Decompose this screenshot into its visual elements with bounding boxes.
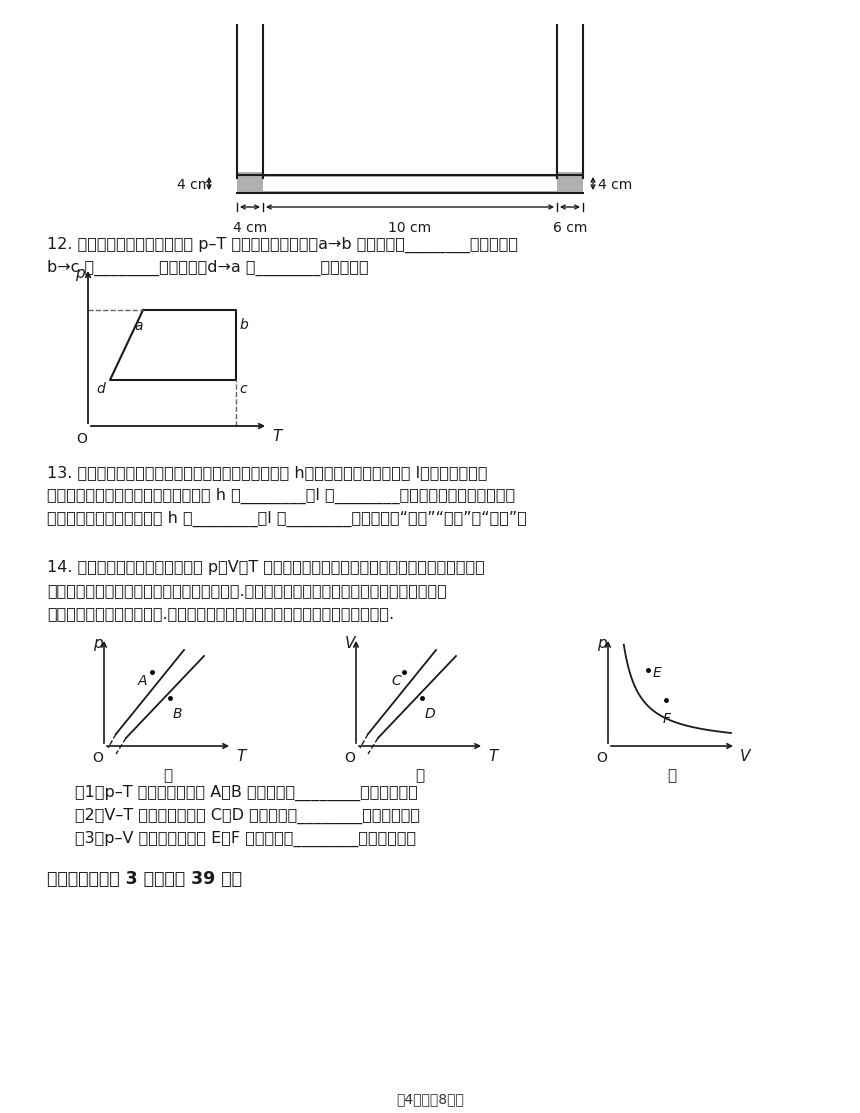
Text: T: T xyxy=(236,749,245,764)
Text: c: c xyxy=(239,382,247,396)
Text: 14. 对于一定质量的理想气体，以 p、V、T 三个状态参量中的两个为坐标轴建立直角坐标系，在: 14. 对于一定质量的理想气体，以 p、V、T 三个状态参量中的两个为坐标轴建立… xyxy=(47,560,485,575)
Text: E: E xyxy=(653,666,661,680)
Text: p: p xyxy=(75,266,84,280)
Text: T: T xyxy=(272,429,281,444)
Text: （2）V–T 图象（图乙）中 C、D 两个状态，________状态压强小；: （2）V–T 图象（图乙）中 C、D 两个状态，________状态压强小； xyxy=(75,808,420,825)
Text: B: B xyxy=(173,707,182,721)
Text: 甲: 甲 xyxy=(163,768,173,784)
Bar xyxy=(237,173,263,175)
Text: F: F xyxy=(663,712,671,726)
Text: 4 cm: 4 cm xyxy=(233,221,267,235)
Text: O: O xyxy=(344,751,355,765)
Text: d: d xyxy=(96,382,105,396)
Text: b→c 是________变化过程，d→a 是________变化过程。: b→c 是________变化过程，d→a 是________变化过程。 xyxy=(47,260,369,276)
Text: 丙: 丙 xyxy=(667,768,677,784)
Text: 第4页（八8页）: 第4页（八8页） xyxy=(396,1092,464,1106)
Text: 转一点而保持露出液面的管长不变，则 h 将________，l 将________；若将玻璃管偏转一点而保: 转一点而保持露出液面的管长不变，则 h 将________，l 将_______… xyxy=(47,487,515,504)
Bar xyxy=(263,177,557,191)
Text: （3）p–V 图象（图丙）中 E、F 两个状态，________状态温度低。: （3）p–V 图象（图丙）中 E、F 两个状态，________状态温度低。 xyxy=(75,831,416,847)
Text: C: C xyxy=(391,674,401,688)
Text: 4 cm: 4 cm xyxy=(598,178,632,193)
Text: 持露出液面的高度不变，则 h 将________，l 将________。（均选填“变大”“变小”或“不变”）: 持露出液面的高度不变，则 h 将________，l 将________。（均选… xyxy=(47,511,527,528)
Text: 10 cm: 10 cm xyxy=(389,221,432,235)
Text: O: O xyxy=(76,432,87,446)
Text: 6 cm: 6 cm xyxy=(553,221,587,235)
Text: A: A xyxy=(138,674,148,688)
Text: 13. 一玻璃管竖直插在液体中，管内液面比管外液面高 h，顶端封闭空气柱长度为 l，若将玻璃管偏: 13. 一玻璃管竖直插在液体中，管内液面比管外液面高 h，顶端封闭空气柱长度为 … xyxy=(47,465,488,480)
Text: D: D xyxy=(425,707,436,721)
Text: V: V xyxy=(345,636,355,651)
Text: p: p xyxy=(597,636,606,651)
Bar xyxy=(557,173,583,175)
Text: 三、解答题（八 3 小题；八 39 分）: 三、解答题（八 3 小题；八 39 分） xyxy=(47,870,242,888)
Text: 乙: 乙 xyxy=(415,768,425,784)
Text: 4 cm: 4 cm xyxy=(177,178,212,193)
Text: 量某种理想气体的两个状态.根据坐标系中不同点的位置来比较第三个参量的大小.: 量某种理想气体的两个状态.根据坐标系中不同点的位置来比较第三个参量的大小. xyxy=(47,605,394,621)
Bar xyxy=(237,175,583,193)
Text: 坐标系上描点能直观地表示这两个参量的数値.如图所示，三个坐标系中，两个点都表示相同质: 坐标系上描点能直观地表示这两个参量的数値.如图所示，三个坐标系中，两个点都表示相… xyxy=(47,583,446,598)
Text: （1）p–T 图象（图甲）中 A、B 两个状态，________状态体积小；: （1）p–T 图象（图甲）中 A、B 两个状态，________状态体积小； xyxy=(75,785,418,801)
Text: 12. 如图所示为一定质量气体的 p–T 图线，从图线可知，a→b 气体状态是________变化过程，: 12. 如图所示为一定质量气体的 p–T 图线，从图线可知，a→b 气体状态是_… xyxy=(47,237,518,253)
Text: O: O xyxy=(596,751,607,765)
Text: T: T xyxy=(488,749,497,764)
Text: b: b xyxy=(239,318,248,332)
Text: V: V xyxy=(740,749,751,764)
Text: a: a xyxy=(134,319,143,333)
Text: p: p xyxy=(93,636,102,651)
Text: O: O xyxy=(92,751,103,765)
